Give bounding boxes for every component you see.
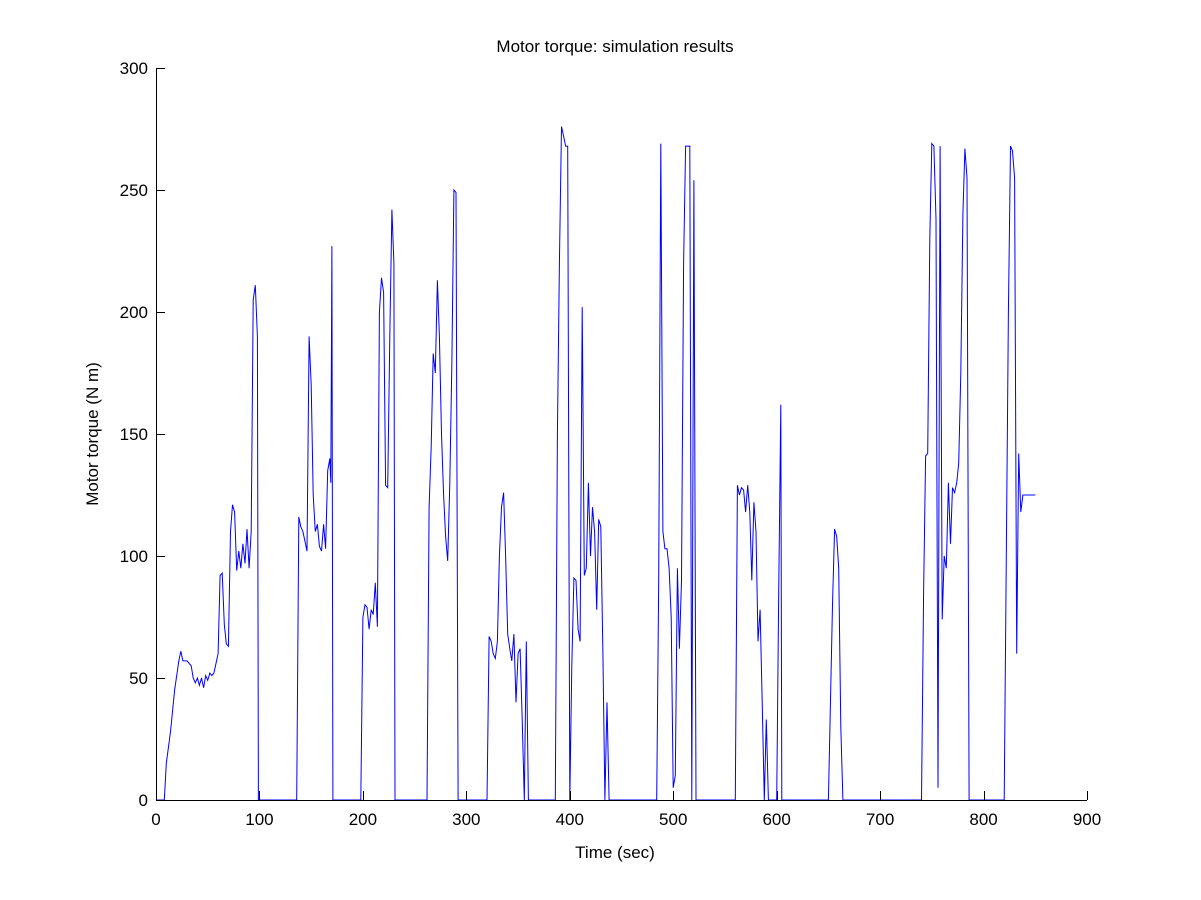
y-tick-label: 200 bbox=[120, 303, 148, 322]
x-axis: 0 100 200 300 400 500 600 700 800 900 bbox=[151, 791, 1101, 829]
x-tick-label: 0 bbox=[151, 810, 160, 829]
x-tick-label: 800 bbox=[969, 810, 997, 829]
x-tick-label: 200 bbox=[349, 810, 377, 829]
chart-title: Motor torque: simulation results bbox=[496, 37, 733, 56]
y-tick-label: 50 bbox=[129, 669, 148, 688]
torque-series-line bbox=[156, 126, 1036, 801]
y-tick-label: 150 bbox=[120, 425, 148, 444]
y-axis: 0 50 100 150 200 250 300 bbox=[120, 59, 165, 810]
y-tick-label: 0 bbox=[139, 791, 148, 810]
x-axis-label: Time (sec) bbox=[575, 843, 655, 862]
y-axis-label: Motor torque (N m) bbox=[83, 362, 102, 506]
x-tick-label: 600 bbox=[762, 810, 790, 829]
x-tick-label: 900 bbox=[1073, 810, 1101, 829]
x-tick-label: 100 bbox=[245, 810, 273, 829]
plot-area bbox=[156, 126, 1036, 801]
x-tick-label: 500 bbox=[659, 810, 687, 829]
x-tick-label: 400 bbox=[556, 810, 584, 829]
y-tick-label: 100 bbox=[120, 547, 148, 566]
y-tick-label: 300 bbox=[120, 59, 148, 78]
x-tick-label: 700 bbox=[866, 810, 894, 829]
y-tick-label: 250 bbox=[120, 181, 148, 200]
x-tick-label: 300 bbox=[452, 810, 480, 829]
